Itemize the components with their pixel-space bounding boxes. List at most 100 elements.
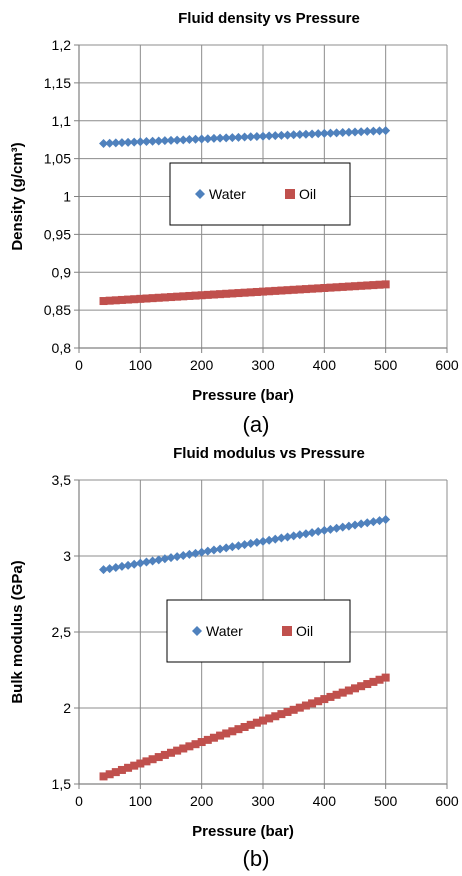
data-point-oil [105,770,114,779]
data-point-oil [179,292,188,301]
data-point-oil [283,707,292,716]
data-point-oil [142,294,151,303]
data-point-oil [136,759,145,768]
data-point-oil [160,293,169,302]
data-point-oil [197,291,206,300]
data-point-oil [173,292,182,301]
data-point-oil [289,285,298,294]
data-point-water [197,547,207,557]
x-axis-title: Pressure (bar) [192,823,294,840]
data-point-water [215,133,225,143]
data-point-oil [259,716,267,725]
data-point-water [338,522,348,532]
data-point-oil [216,290,225,299]
data-point-oil [234,725,243,734]
data-point-water [141,137,151,147]
data-point-oil [289,705,298,714]
y-tick-label: 1,2 [52,37,72,53]
data-point-oil [117,295,126,304]
data-point-oil [332,283,341,292]
data-point-water [227,542,237,552]
data-point-water [283,532,293,542]
data-point-oil [216,731,225,740]
data-point-oil [320,283,329,292]
data-point-water [172,135,182,145]
data-point-oil [338,688,347,697]
data-point-water [264,535,274,545]
data-point-water [258,131,268,141]
data-point-water [148,556,158,566]
data-point-water [350,520,360,530]
data-point-oil [105,296,114,305]
data-point-oil [148,294,157,303]
y-tick-label: 1 [63,189,71,205]
data-point-oil [326,283,335,292]
data-point-oil [154,293,163,302]
data-point-water [295,130,305,140]
data-point-oil [191,740,200,749]
data-point-oil [234,289,243,298]
data-point-oil [209,290,218,299]
data-point-oil [357,281,366,290]
data-point-water [252,131,262,141]
x-tick-label: 0 [75,793,83,809]
x-tick-label: 600 [435,357,459,373]
data-point-water [117,138,127,148]
x-tick-label: 100 [129,793,153,809]
data-point-oil [381,673,390,682]
data-point-oil [369,677,378,686]
data-point-oil [308,699,317,708]
data-point-water [117,561,127,571]
series-oil [99,280,390,306]
data-point-oil [99,772,108,781]
data-point-water [270,131,280,141]
y-tick-label: 0,9 [52,264,72,280]
data-point-water [184,135,194,145]
data-point-oil [240,723,249,731]
data-point-water [319,525,329,535]
data-point-oil [277,286,286,295]
legend-marker-water [195,189,205,199]
chart-title: Fluid modulus vs Pressure [173,445,365,462]
data-point-water [197,134,207,144]
data-point-water [289,531,299,541]
x-tick-label: 200 [190,357,214,373]
data-point-water [240,132,250,142]
data-point-water [307,129,317,139]
data-point-oil [344,686,353,695]
data-point-water [129,559,139,569]
data-point-water [276,533,286,543]
data-point-water [301,129,311,139]
data-point-oil [314,697,323,706]
data-point-oil [271,286,280,295]
data-point-water [368,517,378,527]
data-point-oil [338,282,347,291]
data-point-water [141,557,151,567]
data-point-water [209,545,219,555]
data-point-water [276,130,286,140]
data-point-water [191,134,201,144]
data-point-water [375,516,385,526]
data-point-oil [295,703,304,712]
legend-marker-oil [285,189,295,199]
chart-2: 0 100 200 300 400 500 600 1,5 2 2,5 3 3,5 Fluid modu… [9,445,459,871]
data-point-water [184,549,194,559]
data-point-oil [160,750,169,759]
data-point-oil [326,692,335,701]
data-point-water [172,552,182,562]
data-point-oil [314,284,323,293]
y-axis-title: Bulk modulus (GPa) [9,560,26,703]
legend-label-water: Water [209,186,246,202]
data-point-water [191,548,201,558]
x-tick-label: 400 [313,357,337,373]
data-point-water [283,130,293,140]
data-point-water [99,138,109,148]
data-point-water [203,546,213,556]
figure-caption: (a) [243,412,270,437]
y-axis-title: Density (g/cm³) [9,142,26,250]
data-point-oil [167,293,175,302]
data-point-oil [124,295,133,304]
data-point-water [338,128,348,138]
data-point-oil [185,291,194,300]
data-point-oil [209,733,218,742]
